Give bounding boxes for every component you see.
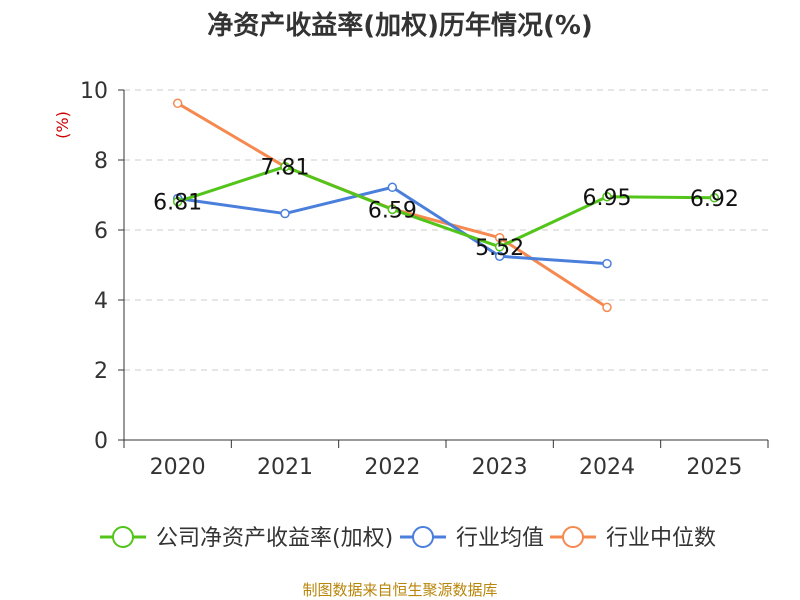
y-tick-label: 0 bbox=[94, 429, 108, 454]
series-lines bbox=[172, 98, 720, 313]
legend[interactable]: 公司净资产收益率(加权) 行业均值 行业中位数 bbox=[100, 526, 716, 551]
series-point-1 bbox=[280, 208, 290, 219]
legend-item-2[interactable]: 行业中位数 bbox=[550, 526, 716, 551]
series-point-1 bbox=[387, 182, 398, 193]
y-tick-label: 2 bbox=[94, 359, 108, 384]
legend-marker-icon bbox=[562, 526, 584, 548]
axes: 0 2 4 6 8 10 2020 2021 2022 2023 2024 2025 bbox=[80, 79, 769, 480]
legend-label: 行业均值 bbox=[456, 526, 544, 551]
data-label: 6.92 bbox=[690, 187, 739, 212]
series-point-1 bbox=[602, 258, 612, 269]
series-point-0 bbox=[172, 196, 183, 207]
legend-label: 公司净资产收益率(加权) bbox=[156, 526, 393, 551]
x-tick-label: 2025 bbox=[686, 455, 742, 480]
data-label: 6.95 bbox=[583, 186, 632, 211]
legend-item-0[interactable]: 公司净资产收益率(加权) bbox=[100, 526, 393, 551]
chart-title: 净资产收益率(加权)历年情况(%) bbox=[207, 10, 593, 41]
data-label: 7.81 bbox=[261, 156, 310, 181]
data-labels: 6.81 7.81 6.59 5.52 6.95 6.92 bbox=[153, 156, 739, 261]
legend-marker-icon bbox=[412, 526, 434, 548]
x-tick-label: 2022 bbox=[364, 455, 420, 480]
x-tick-label: 2024 bbox=[579, 455, 635, 480]
data-label: 5.52 bbox=[475, 236, 524, 261]
y-tick-label: 4 bbox=[94, 289, 108, 314]
x-tick-label: 2020 bbox=[150, 455, 206, 480]
y-tick-label: 8 bbox=[94, 149, 108, 174]
y-tick-label: 6 bbox=[94, 219, 108, 244]
legend-item-1[interactable]: 行业均值 bbox=[400, 526, 544, 551]
x-tick-label: 2023 bbox=[472, 455, 528, 480]
series-point-0 bbox=[494, 242, 505, 252]
series-point-0 bbox=[602, 192, 612, 202]
x-tick-label: 2021 bbox=[257, 455, 313, 480]
y-tick-label: 10 bbox=[80, 79, 108, 104]
gridlines bbox=[124, 89, 768, 371]
series-point-2 bbox=[602, 302, 612, 313]
y-axis-unit: (%) bbox=[53, 111, 72, 139]
data-source-note: 制图数据来自恒生聚源数据库 bbox=[302, 581, 497, 599]
series-point-0 bbox=[387, 204, 398, 215]
series-point-2 bbox=[494, 232, 505, 243]
series-point-0 bbox=[280, 161, 290, 172]
series-point-0 bbox=[709, 193, 720, 203]
legend-label: 行业中位数 bbox=[606, 526, 716, 551]
legend-marker-icon bbox=[112, 526, 134, 548]
series-line-0 bbox=[177, 165, 715, 249]
series-point-1 bbox=[494, 251, 505, 261]
data-label: 6.59 bbox=[368, 198, 417, 223]
data-label: 6.81 bbox=[153, 191, 202, 216]
series-point-2 bbox=[172, 98, 183, 109]
